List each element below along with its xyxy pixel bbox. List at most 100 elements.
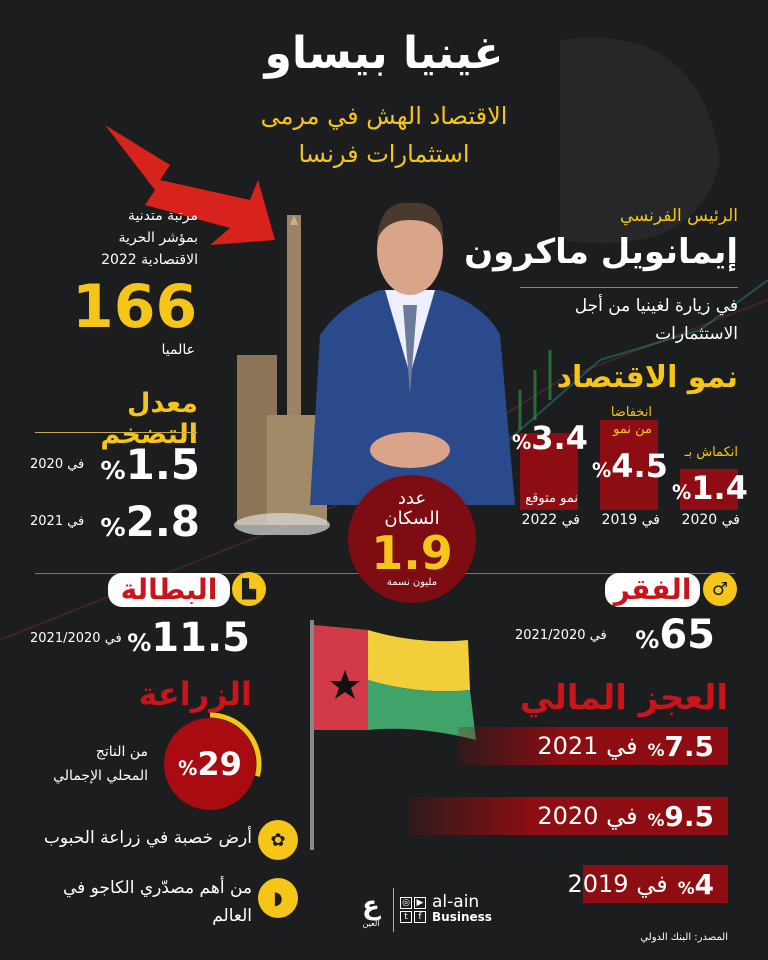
- poverty-year: في 2021/2020: [515, 627, 607, 643]
- logo-brand-en: al-ain: [432, 892, 480, 912]
- freedom-index-label: مرتبة متدنية بمؤشر الحرية الاقتصادية 202…: [40, 205, 198, 271]
- logo-glyph-icon: ع: [362, 890, 380, 921]
- deficit-value: 7.5: [664, 729, 714, 763]
- divider: [520, 287, 738, 288]
- percent-sign: %: [592, 459, 612, 482]
- worker-desk-icon: ▙: [232, 572, 266, 606]
- percent-sign: %: [677, 877, 695, 898]
- percent-sign: %: [100, 456, 126, 485]
- agriculture-title: الزراعة: [138, 675, 252, 713]
- percent-sign: %: [635, 626, 660, 654]
- growth-title: نمو الاقتصاد: [556, 360, 738, 395]
- deficit-year: في 2021: [537, 732, 638, 760]
- page-title: غينيا بيساو: [264, 28, 504, 79]
- deficit-value: 9.5: [664, 799, 714, 833]
- deficit-bar-fill: [583, 865, 728, 903]
- population-label-line1: عدد: [397, 488, 427, 509]
- al-ain-logo: ع العين ◎ ▶ t f al-ain Business: [355, 885, 495, 935]
- poverty-value-row: في 2021/2020 % 65: [515, 612, 715, 658]
- poverty-title: الفقر: [605, 573, 700, 607]
- growth-number: 4.5: [611, 447, 668, 485]
- growth-number: 1.4: [691, 469, 748, 507]
- percent-sign: %: [512, 431, 532, 454]
- freedom-line2: بمؤشر الحرية: [118, 230, 198, 246]
- percent-sign: %: [178, 757, 198, 780]
- freedom-rank: 166: [72, 272, 198, 342]
- growth-label: انخفاضا من نمو: [610, 405, 652, 437]
- freedom-line1: مرتبة متدنية: [128, 208, 198, 224]
- cashew-line2: العالم: [212, 906, 252, 926]
- deficit-value: 4: [694, 867, 714, 901]
- growth-value: % 3.4: [512, 420, 588, 461]
- population-value: 1.9: [371, 526, 453, 580]
- agriculture-share-arc: [158, 712, 262, 816]
- deficit-bar: في 2020 % 9.5: [408, 797, 728, 835]
- deficit-title: العجز المالي: [519, 678, 728, 718]
- agri-desc-line2: المحلي الإجمالي: [53, 768, 148, 784]
- percent-sign: %: [100, 513, 126, 542]
- inflation-value: 2.8: [125, 497, 200, 546]
- falling-arrow-icon: [105, 125, 275, 245]
- president-visit-desc: في زيارة لغينيا من أجل الاستثمارات: [500, 292, 738, 348]
- growth-label: نمو متوقع: [525, 491, 578, 506]
- percent-sign: %: [647, 809, 665, 830]
- population-unit: مليون نسمة: [386, 577, 438, 588]
- percent-sign: %: [647, 739, 665, 760]
- facebook-icon[interactable]: f: [414, 911, 426, 923]
- population-circle: عدد السكان 1.9 مليون نسمة: [348, 475, 476, 603]
- growth-bar: [600, 420, 658, 510]
- logo-brand-ar: العين: [362, 918, 380, 928]
- poverty-bindle-icon: ♂: [703, 572, 737, 606]
- visit-desc-line1: في زيارة لغينيا من أجل: [574, 296, 738, 316]
- macron-photo: [310, 202, 515, 505]
- unemployment-value: 11.5: [151, 615, 250, 661]
- freedom-line3: الاقتصادية 2022: [101, 252, 198, 268]
- percent-sign: %: [127, 629, 152, 657]
- president-role: الرئيس الفرنسي: [619, 206, 738, 226]
- inflation-title: معدل التضخم: [100, 388, 198, 450]
- social-icons: ◎ ▶ t f: [400, 897, 426, 923]
- president-name: إيمانويل ماكرون: [464, 232, 738, 272]
- percent-sign: %: [672, 481, 692, 504]
- inflation-year: في 2020: [30, 457, 85, 472]
- agriculture-share-gauge: [158, 712, 262, 816]
- agriculture-value: % 29: [165, 745, 255, 783]
- wheat-icon: ✿: [258, 820, 298, 860]
- inflation-year: في 2021: [30, 514, 85, 529]
- agri-desc-line1: من الناتج: [95, 744, 148, 760]
- agriculture-percent: 29: [197, 745, 242, 783]
- growth-year: في 2022: [521, 512, 580, 528]
- freedom-rank-suffix: عالميا: [161, 342, 195, 358]
- guinea-bissau-flag: [310, 620, 476, 850]
- deficit-bar: في 2021 % 7.5: [458, 727, 728, 765]
- instagram-icon[interactable]: ◎: [400, 897, 412, 909]
- agriculture-fact-grains: أرض خصبة في زراعة الحبوب: [43, 828, 252, 848]
- growth-bar: [680, 468, 738, 510]
- visit-desc-line2: الاستثمارات: [655, 324, 738, 344]
- growth-value: % 4.5: [592, 448, 668, 489]
- youtube-icon[interactable]: ▶: [414, 897, 426, 909]
- growth-year: في 2020: [681, 512, 740, 528]
- deficit-year: في 2020: [537, 802, 638, 830]
- source-note: المصدر: البنك الدولي: [640, 932, 728, 943]
- poverty-value: 65: [659, 612, 715, 658]
- inflation-item: في 2020 % 1.5: [30, 440, 200, 489]
- inflation-item: في 2021 % 2.8: [30, 497, 200, 546]
- growth-value: % 1.4: [672, 470, 748, 511]
- growth-number: 3.4: [531, 419, 588, 457]
- agriculture-desc: من الناتج المحلي الإجمالي: [30, 740, 148, 788]
- population-label-line2: السكان: [384, 508, 440, 529]
- logo-sub: Business: [432, 910, 492, 924]
- growth-bar: [520, 433, 578, 510]
- agriculture-fact-cashew: من أهم مصدّري الكاجو في العالم: [20, 874, 252, 930]
- subtitle-line1: الاقتصاد الهش في مرمى: [260, 102, 508, 130]
- growth-year: في 2019: [601, 512, 660, 528]
- deficit-bar: في 2019 % 4: [530, 865, 715, 903]
- unemployment-value-row: في 2021/2020 % 11.5: [30, 615, 250, 661]
- subtitle-line2: استثمارات فرنسا: [298, 140, 470, 168]
- deficit-year: في 2019: [567, 870, 668, 898]
- cashew-icon: ◗: [258, 878, 298, 918]
- unemployment-title: البطالة: [108, 573, 230, 607]
- twitter-icon[interactable]: t: [400, 911, 412, 923]
- cashew-line1: من أهم مصدّري الكاجو في: [62, 878, 252, 898]
